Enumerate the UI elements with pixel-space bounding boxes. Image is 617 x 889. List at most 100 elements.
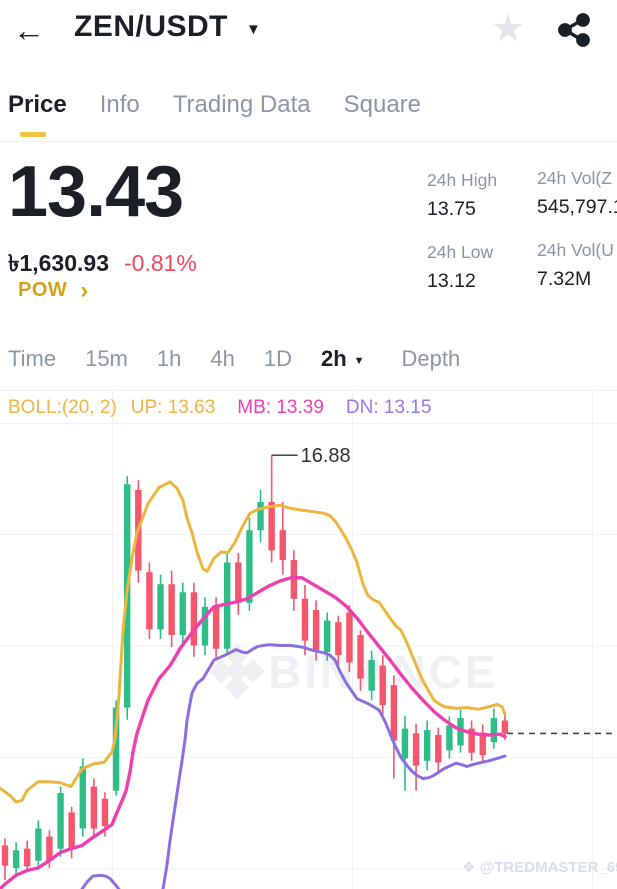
- candle-body: [346, 612, 353, 663]
- stat-value: 545,797.1: [537, 196, 617, 218]
- candle-body: [379, 665, 386, 706]
- chevron-right-icon: ›: [80, 276, 89, 304]
- tab-square[interactable]: Square: [343, 91, 421, 118]
- boll-params: BOLL:(20, 2): [8, 397, 117, 418]
- candle-body: [323, 620, 331, 652]
- candle-body: [68, 812, 75, 849]
- candle-body: [312, 610, 320, 651]
- stat-label: 24h Vol(U: [537, 240, 614, 260]
- candle-body: [501, 720, 509, 734]
- candle-body: [201, 606, 209, 646]
- stat-value: 13.75: [427, 198, 476, 220]
- candle-body: [90, 786, 98, 829]
- candle-body: [335, 622, 342, 656]
- boll-band-middle: [0, 576, 507, 889]
- candle-body: [390, 685, 398, 741]
- boll-band-upper: [0, 480, 507, 804]
- svg-text:16.88: 16.88: [301, 445, 351, 467]
- binance-watermark-icon: BINANCE: [208, 642, 496, 700]
- candle-body: [268, 502, 275, 551]
- change-percent: -0.81%: [124, 250, 197, 276]
- candle-body: [246, 530, 253, 603]
- candle-body: [257, 502, 264, 531]
- candle-body: [1, 845, 9, 866]
- separator: [0, 141, 617, 142]
- stat-24h-vol-quote: 24h Vol(U 7.32M: [537, 240, 617, 291]
- interval-depth[interactable]: Depth: [401, 346, 461, 371]
- active-tab-indicator: [20, 132, 46, 137]
- boll-up-value: UP: 13.63: [130, 397, 216, 418]
- stat-label: 24h Low: [427, 242, 494, 262]
- interval-bar: Time 15m 1h 4h 1D 2h ▼ Depth: [8, 346, 460, 372]
- candle-body: [35, 828, 42, 861]
- candle-body: [401, 728, 409, 759]
- candle-body: [457, 718, 464, 746]
- share-icon[interactable]: [556, 11, 592, 49]
- last-price: 13.43: [8, 152, 184, 232]
- consensus-tag[interactable]: POW ›: [18, 276, 89, 304]
- stat-value: 7.32M: [537, 268, 592, 290]
- candle-body: [12, 850, 20, 869]
- boll-legend: BOLL:(20, 2) UP: 13.63 MB: 13.39 DN: 13.…: [8, 397, 431, 419]
- page-title: ZEN/USDT: [74, 10, 228, 43]
- candle-body: [279, 530, 286, 561]
- candle-body: [179, 592, 186, 636]
- candle-body: [190, 592, 198, 646]
- stat-24h-high: 24h High 13.75: [427, 170, 497, 221]
- candle-body: [46, 836, 53, 861]
- candle-body: [101, 798, 109, 827]
- stat-24h-low: 24h Low 13.12: [427, 242, 493, 293]
- pair-selector[interactable]: ZEN/USDT ▼: [74, 10, 261, 44]
- candle-body: [435, 735, 442, 763]
- candle-body: [490, 718, 498, 743]
- boll-mb-value: MB: 13.39: [237, 397, 324, 418]
- boll-dn-value: DN: 13.15: [345, 397, 432, 418]
- consensus-tag-label: POW: [18, 279, 68, 301]
- tab-trading-data[interactable]: Trading Data: [172, 91, 311, 118]
- candle-body: [168, 584, 175, 636]
- candle-body: [423, 730, 431, 761]
- candle-body: [57, 793, 64, 849]
- candle-body: [357, 635, 364, 679]
- favorite-star-icon[interactable]: ★: [491, 8, 526, 50]
- candle-body: [446, 725, 453, 751]
- chart-gridlines: [0, 390, 617, 889]
- fiat-row: ৳1,630.93 -0.81%: [8, 245, 197, 284]
- stat-label: 24h Vol(Z: [537, 168, 612, 188]
- credit-watermark: ❖ @TREDMASTER_69: [462, 859, 617, 876]
- candle-body: [479, 732, 486, 756]
- candlestick-chart[interactable]: BINANCE 16.88 ❖ @TREDMASTER_69: [0, 390, 617, 889]
- boll-band-lower: [80, 643, 507, 889]
- tab-bar: Price Info Trading Data Square: [8, 91, 421, 119]
- stat-label: 24h High: [427, 170, 498, 190]
- candle-body: [468, 728, 475, 753]
- back-icon[interactable]: ←: [13, 12, 45, 48]
- candle-body: [79, 766, 86, 829]
- chevron-down-icon: ▼: [353, 354, 365, 367]
- candle-body: [146, 572, 153, 630]
- chevron-down-icon: ▼: [246, 20, 261, 38]
- candle-body: [112, 707, 120, 791]
- candle-body: [368, 660, 375, 691]
- tab-price[interactable]: Price: [8, 91, 67, 118]
- tab-info[interactable]: Info: [99, 91, 140, 118]
- interval-1d[interactable]: 1D: [263, 346, 292, 371]
- candle-body: [301, 598, 309, 641]
- candle-body: [412, 733, 420, 766]
- candle-body: [212, 606, 220, 649]
- stat-24h-vol-base: 24h Vol(Z 545,797.1: [537, 168, 617, 219]
- interval-4h[interactable]: 4h: [210, 346, 235, 371]
- fiat-price: ৳1,630.93: [8, 250, 109, 276]
- svg-text:❖ @TREDMASTER_69: ❖ @TREDMASTER_69: [462, 859, 617, 876]
- stat-value: 13.12: [427, 270, 476, 292]
- top-bar: ← ZEN/USDT ▼ ★: [0, 0, 617, 60]
- interval-15m[interactable]: 15m: [85, 346, 128, 371]
- interval-time[interactable]: Time: [8, 346, 57, 371]
- high-price-annotation: 16.88: [271, 445, 351, 467]
- interval-2h[interactable]: 2h ▼: [320, 346, 365, 371]
- candle-body: [235, 562, 242, 603]
- candle-body: [24, 848, 31, 867]
- candle-body: [157, 584, 164, 630]
- interval-1h[interactable]: 1h: [156, 346, 182, 371]
